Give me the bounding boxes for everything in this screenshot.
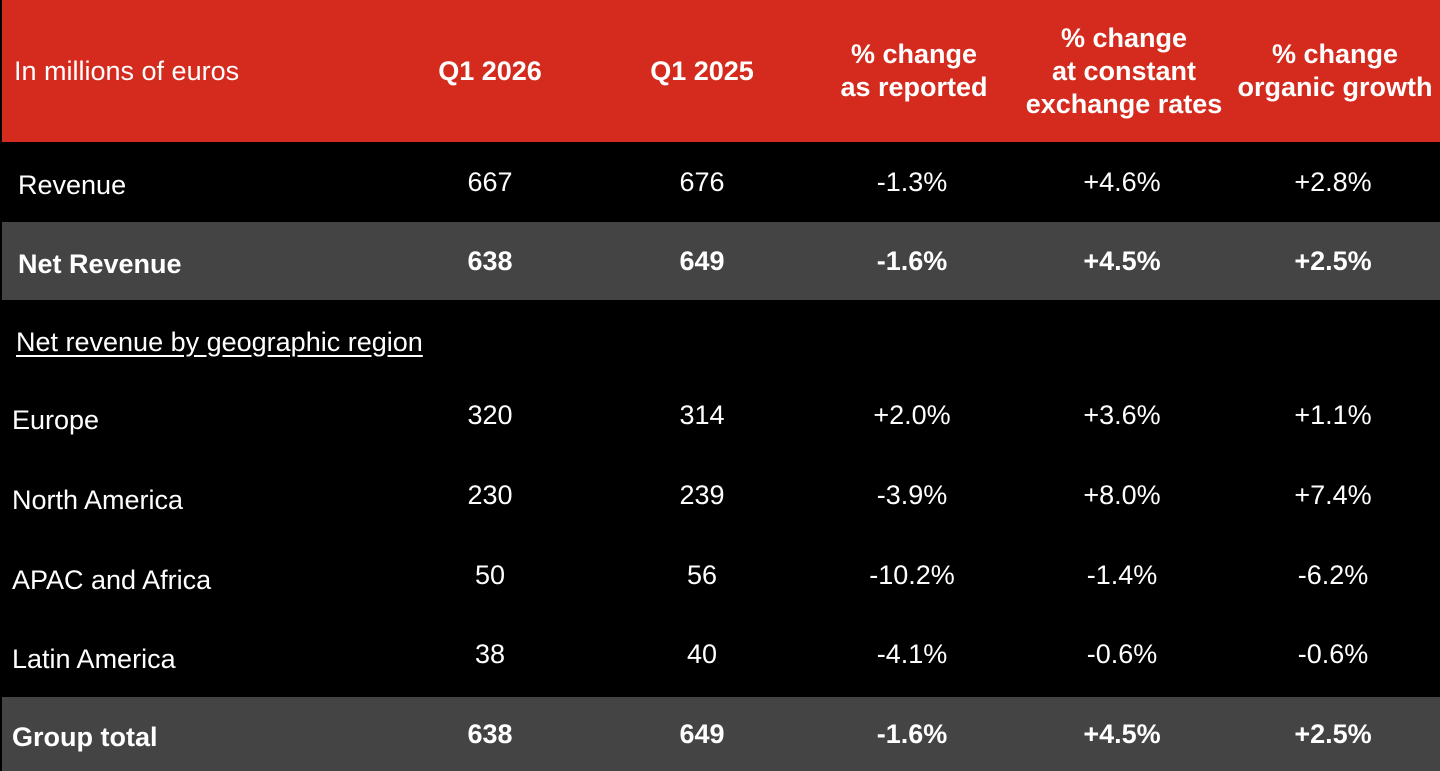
table-row-north-america: North America 230 239 -3.9% +8.0% +7.4% — [0, 455, 1440, 535]
cell-change-organic: +2.5% — [1294, 245, 1372, 276]
cell-q1-2025: 314 — [679, 399, 725, 430]
cell-q1-2025: 56 — [686, 559, 718, 590]
table-row-latin-america: Latin America 38 40 -4.1% -0.6% -0.6% — [0, 614, 1440, 694]
cell-q1-2025: 40 — [686, 638, 718, 669]
row-label: Net Revenue — [18, 248, 182, 279]
table-row-group-total: Group total 638 649 -1.6% +4.5% +2.5% — [2, 697, 1440, 771]
table-header: In millions of euros Q1 2026 Q1 2025 % c… — [2, 0, 1440, 142]
cell-change-constant: +3.6% — [1083, 399, 1161, 430]
row-label: Revenue — [18, 169, 127, 200]
cell-change-reported: -1.6% — [876, 245, 948, 276]
cell-change-constant: -0.6% — [1086, 638, 1158, 669]
table-row-revenue: Revenue 667 676 -1.3% +4.6% +2.8% — [0, 142, 1440, 222]
header-change-constant: % change at constant exchange rates — [1024, 0, 1224, 142]
header-change-constant-line2: at constant — [1051, 55, 1196, 86]
cell-change-organic: +7.4% — [1294, 479, 1372, 510]
header-change-reported-line1: % change — [850, 39, 978, 69]
cell-change-reported: +2.0% — [873, 399, 951, 430]
header-q1-2025: Q1 2025 — [650, 55, 754, 86]
header-change-constant-line1: % change — [1060, 22, 1188, 53]
table-row-net-revenue: Net Revenue 638 649 -1.6% +4.5% +2.5% — [2, 222, 1440, 300]
cell-change-organic: +2.5% — [1294, 718, 1372, 749]
cell-change-constant: +4.6% — [1083, 166, 1161, 197]
cell-change-organic: -0.6% — [1297, 638, 1369, 669]
row-label: Group total — [12, 721, 158, 752]
cell-change-reported: -10.2% — [869, 559, 955, 590]
header-change-organic-line1: % change — [1271, 39, 1399, 69]
header-change-constant-line3: exchange rates — [1025, 88, 1223, 119]
header-change-organic: % change organic growth — [1230, 0, 1440, 142]
cell-q1-2025: 676 — [679, 166, 725, 197]
table-row-apac-africa: APAC and Africa 50 56 -10.2% -1.4% -6.2% — [0, 535, 1440, 615]
cell-change-constant: +4.5% — [1083, 718, 1161, 749]
section-header-geographic: Net revenue by geographic region — [0, 300, 1440, 384]
table-row-europe: Europe 320 314 +2.0% +3.6% +1.1% — [0, 375, 1440, 455]
header-change-reported-line2: as reported — [840, 72, 988, 102]
cell-q1-2026: 638 — [467, 245, 513, 276]
cell-change-organic: -6.2% — [1297, 559, 1369, 590]
cell-change-reported: -1.6% — [876, 718, 948, 749]
section-label: Net revenue by geographic region — [16, 326, 423, 357]
cell-q1-2025: 649 — [679, 718, 725, 749]
cell-change-constant: +4.5% — [1083, 245, 1161, 276]
header-change-organic-line2: organic growth — [1237, 72, 1433, 102]
header-units-label: In millions of euros — [14, 55, 240, 86]
cell-change-constant: -1.4% — [1086, 559, 1158, 590]
cell-q1-2026: 230 — [467, 479, 513, 510]
cell-q1-2026: 320 — [467, 399, 513, 430]
cell-q1-2026: 50 — [474, 559, 506, 590]
header-q1-2026: Q1 2026 — [438, 55, 542, 86]
cell-change-organic: +2.8% — [1294, 166, 1372, 197]
row-label: APAC and Africa — [12, 564, 212, 595]
row-label: Latin America — [12, 643, 176, 674]
cell-q1-2025: 649 — [679, 245, 725, 276]
row-label: Europe — [12, 404, 100, 435]
header-change-reported: % change as reported — [824, 0, 1004, 142]
row-label: North America — [12, 484, 184, 515]
cell-change-constant: +8.0% — [1083, 479, 1161, 510]
cell-change-organic: +1.1% — [1294, 399, 1372, 430]
cell-q1-2026: 667 — [467, 166, 513, 197]
cell-q1-2026: 38 — [474, 638, 506, 669]
cell-q1-2025: 239 — [679, 479, 725, 510]
cell-change-reported: -4.1% — [876, 638, 948, 669]
cell-q1-2026: 638 — [467, 718, 513, 749]
cell-change-reported: -3.9% — [876, 479, 948, 510]
cell-change-reported: -1.3% — [876, 166, 948, 197]
